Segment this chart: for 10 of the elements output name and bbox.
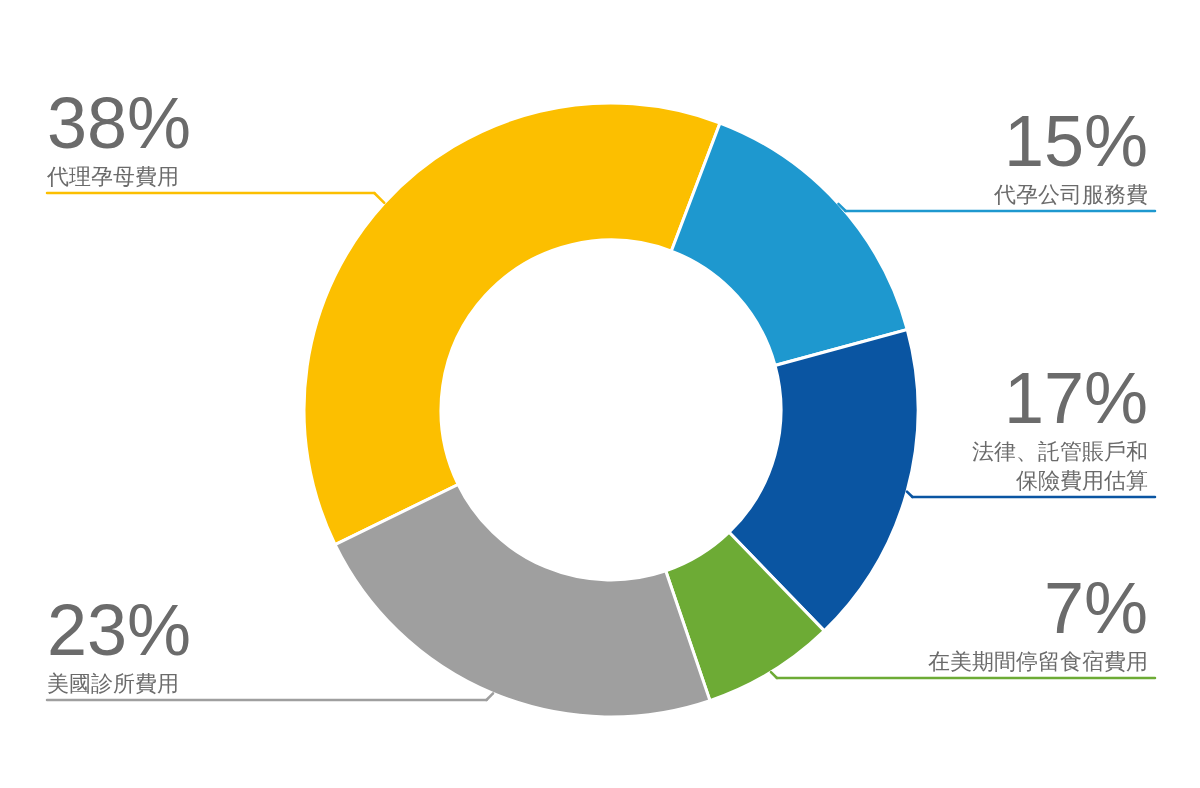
data-label: 15% [1003,101,1148,181]
slice-label: 在美期間停留食宿費用 [928,649,1148,674]
data-label: 17% [1003,358,1148,438]
data-label: 38% [47,83,192,163]
data-label: 23% [47,590,192,670]
data-label: 7% [1043,568,1148,648]
slice-label: 美國診所費用 [47,671,179,696]
slice-label: 法律、託管賬戶和保險費用估算 [972,439,1148,493]
slice-label: 代理孕母費用 [46,164,179,189]
slice-label: 代孕公司服務費 [993,182,1148,207]
